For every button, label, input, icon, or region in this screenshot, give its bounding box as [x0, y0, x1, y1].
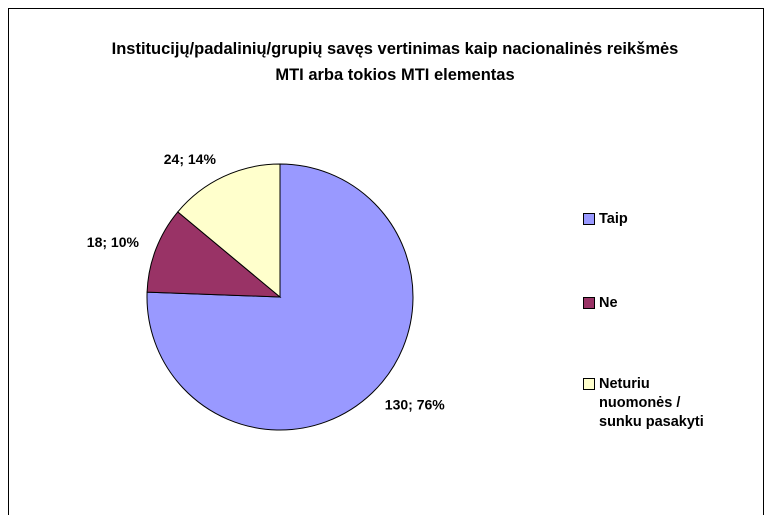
- chart-title: Institucijų/padalinių/grupių savęs verti…: [111, 40, 679, 84]
- pie-slice: [146, 211, 282, 298]
- legend-swatch: [583, 378, 595, 390]
- legend-swatch: [583, 297, 595, 309]
- legend-label: Neturiu nuomonės / sunku pasakyti: [599, 376, 704, 430]
- legend-label: Ne: [599, 295, 618, 311]
- legend-label: Taip: [599, 211, 628, 227]
- data-label: 24; 14%: [164, 151, 217, 167]
- legend-swatch: [583, 213, 595, 225]
- pie-slice: [177, 163, 281, 299]
- chart-border: [8, 8, 764, 515]
- legend-item: Neturiu nuomonės / sunku pasakyti: [583, 375, 719, 432]
- data-label: 18; 10%: [87, 234, 140, 250]
- legend-item: Taip: [583, 210, 719, 229]
- data-label: 130; 76%: [385, 396, 445, 412]
- legend-item: Ne: [583, 294, 719, 313]
